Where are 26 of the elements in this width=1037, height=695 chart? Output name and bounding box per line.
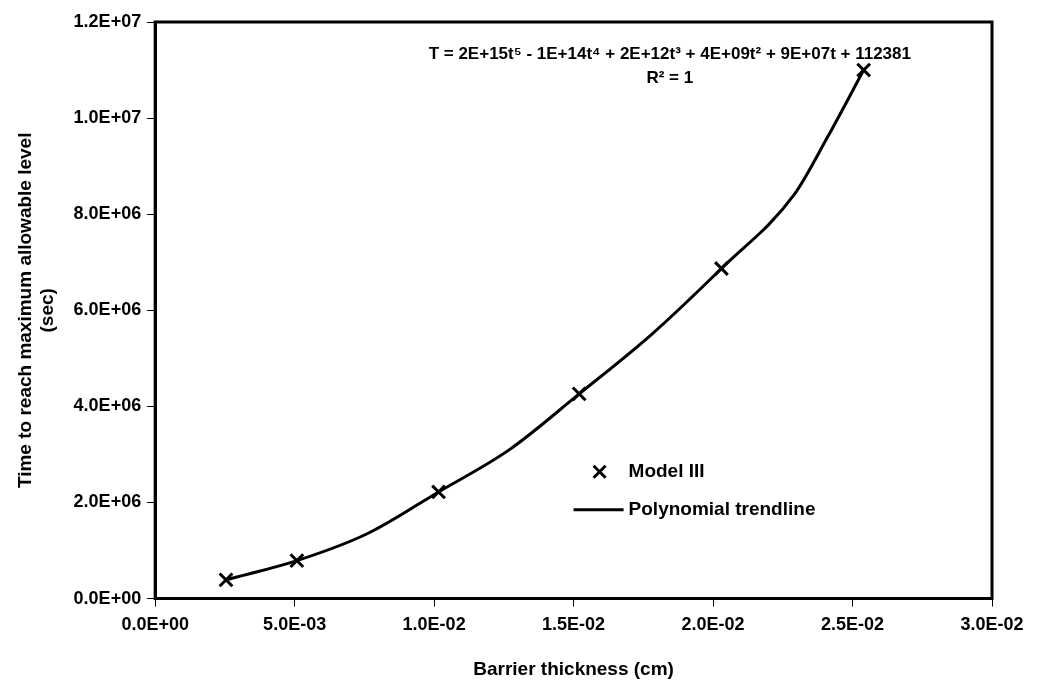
point xyxy=(713,260,730,277)
annotation: T = 2E+15t⁵ - 1E+14t⁴ + 2E+12t³ + 4E+09t² + 9E+07t + 112381 xyxy=(428,43,911,63)
point xyxy=(571,386,588,402)
x-tick-label: 2.5E-02 xyxy=(821,614,885,635)
y-axis-title: Time to reach maximum allowable level (sec) xyxy=(13,132,58,489)
legend-label: Model III xyxy=(628,459,705,481)
y-tick-label: 8.0E+06 xyxy=(73,203,142,224)
point xyxy=(218,572,234,588)
point xyxy=(289,552,305,569)
legend-label: Polynomial trendline xyxy=(628,497,816,519)
x-tick-label: 0.0E+00 xyxy=(121,614,189,635)
y-tick-label: 2.0E+06 xyxy=(73,491,142,512)
x-axis-title: Barrier thickness (cm) xyxy=(473,657,674,679)
x-tick-label: 1.0E-02 xyxy=(402,614,466,635)
y-tick-label: 4.0E+06 xyxy=(73,395,142,416)
y-tick-label: 1.0E+07 xyxy=(73,107,142,128)
x-tick-label: 3.0E-02 xyxy=(960,614,1024,635)
x-tick-label: 2.0E-02 xyxy=(681,614,745,635)
y-tick-label: 0.0E+00 xyxy=(73,587,142,608)
y-tick-label: 1.2E+07 xyxy=(73,10,142,31)
x-tick-label: 1.5E-02 xyxy=(542,614,606,635)
annotation: R² = 1 xyxy=(646,67,694,87)
point xyxy=(855,62,872,78)
x-tick-label: 5.0E-03 xyxy=(263,614,327,635)
point xyxy=(430,484,447,500)
y-tick-label: 6.0E+06 xyxy=(73,299,142,320)
